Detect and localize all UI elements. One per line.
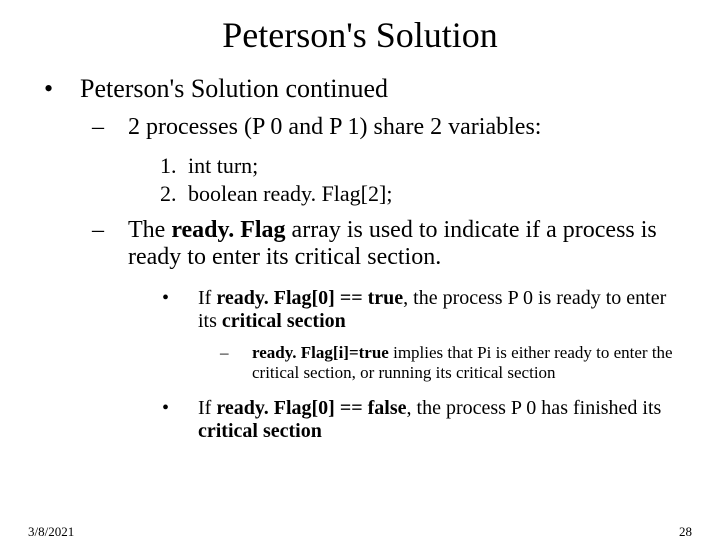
slide: Peterson's Solution • Peterson's Solutio… [0, 14, 720, 540]
sub-bullet-b: • If ready. Flag[0] == false, the proces… [162, 397, 680, 443]
bullet-dot: • [162, 287, 198, 333]
sub-bullet-b-text: If ready. Flag[0] == false, the process … [198, 397, 680, 443]
num-2: 2. [160, 181, 188, 207]
bold-txt: critical section [198, 420, 322, 442]
bold-txt: ready. Flag [171, 217, 285, 243]
txt: If [198, 287, 216, 309]
level2-text: 2 processes (P 0 and P 1) share 2 variab… [128, 114, 541, 141]
dash-mark: – [92, 114, 128, 141]
page-title: Peterson's Solution [0, 14, 720, 56]
bullet-dot: • [44, 74, 80, 104]
txt: If [198, 397, 216, 419]
level1-text: Peterson's Solution continued [80, 74, 388, 104]
dash-level2: – 2 processes (P 0 and P 1) share 2 vari… [92, 114, 682, 141]
footer-page-number: 28 [679, 524, 692, 540]
dash-mark: – [220, 343, 252, 383]
sub-bullet-a: • If ready. Flag[0] == true, the process… [162, 287, 680, 333]
txt: , the process P 0 has finished its [407, 397, 662, 419]
dash-level2-b: – The ready. Flag array is used to indic… [92, 217, 682, 271]
bold-txt: ready. Flag[0] == true [216, 287, 403, 309]
bold-txt: ready. Flag[i]=true [252, 343, 389, 362]
dash-mark: – [92, 217, 128, 271]
sub-bullet-a-text: If ready. Flag[0] == true, the process P… [198, 287, 680, 333]
bold-txt: ready. Flag[0] == false [216, 397, 406, 419]
txt: The [128, 217, 171, 243]
bullet-dot: • [162, 397, 198, 443]
num1-text: int turn; [188, 153, 258, 179]
bullet-level1: • Peterson's Solution continued [44, 74, 690, 104]
sub-sub-dash: – ready. Flag[i]=true implies that Pi is… [220, 343, 680, 383]
num2-text: boolean ready. Flag[2]; [188, 181, 392, 207]
numbered-item-1: 1. int turn; [160, 153, 680, 179]
numbered-item-2: 2. boolean ready. Flag[2]; [160, 181, 680, 207]
level2b-text: The ready. Flag array is used to indicat… [128, 217, 682, 271]
num-1: 1. [160, 153, 188, 179]
bold-txt: critical section [222, 310, 346, 332]
footer-date: 3/8/2021 [28, 524, 74, 540]
sub-sub-text: ready. Flag[i]=true implies that Pi is e… [252, 343, 680, 383]
